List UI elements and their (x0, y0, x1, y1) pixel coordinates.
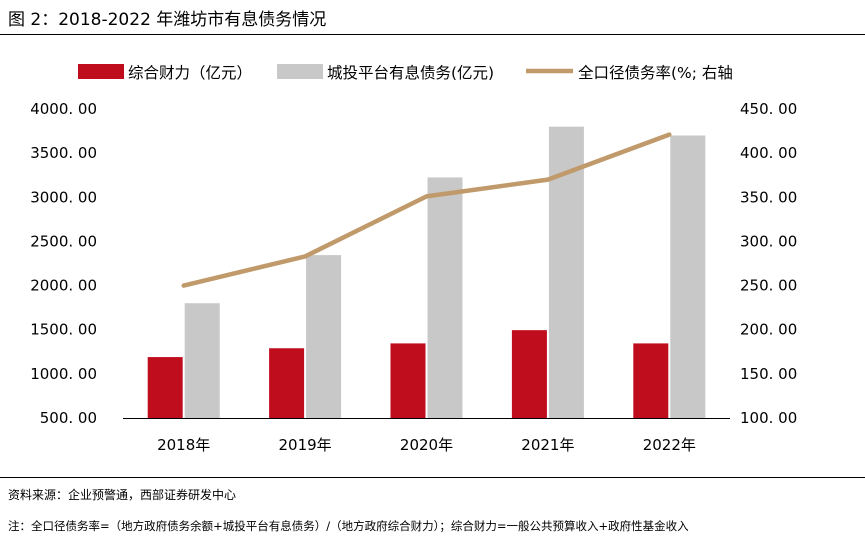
x-axis: 2018年 2019年 2020年 2021年 2022年 (123, 418, 730, 454)
left-tick-label: 2000. 00 (30, 277, 97, 295)
category-label: 2018年 (157, 436, 210, 454)
combo-chart: 综合财力（亿元） 城投平台有息债务(亿元) 全口径债务率(%; 右轴 500. 00… (30, 64, 797, 454)
left-axis: 500. 00 1000. 00 1500. 00 2000. 00 2500. 00 3… (30, 100, 97, 427)
legend-swatch-revenue (78, 64, 124, 79)
left-tick-label: 3000. 00 (30, 188, 97, 206)
right-tick-label: 400. 00 (740, 144, 797, 162)
bar-revenue (390, 343, 426, 418)
bar-revenue (633, 343, 669, 418)
right-axis: 100. 00 150. 00 200. 00 250. 00 300. 00 350. … (740, 100, 797, 427)
bar-debt (670, 135, 706, 418)
footer-divider (0, 477, 865, 478)
right-tick-label: 100. 00 (740, 409, 797, 427)
category-label: 2021年 (521, 436, 574, 454)
right-tick-label: 250. 00 (740, 277, 797, 295)
right-tick-label: 150. 00 (740, 365, 797, 383)
bar-debt (427, 177, 463, 418)
category-label: 2019年 (279, 436, 332, 454)
title-divider (0, 34, 865, 35)
bars (147, 126, 706, 419)
left-tick-label: 4000. 00 (30, 100, 97, 118)
bar-revenue (269, 348, 305, 418)
right-tick-label: 350. 00 (740, 188, 797, 206)
legend-label-debt: 城投平台有息债务(亿元) (327, 64, 494, 82)
legend-label-ratio: 全口径债务率(%; 右轴 (578, 64, 733, 82)
bar-debt (306, 255, 342, 418)
ratio-line (181, 132, 672, 288)
left-tick-label: 3500. 00 (30, 144, 97, 162)
left-tick-label: 2500. 00 (30, 232, 97, 250)
right-tick-label: 300. 00 (740, 232, 797, 250)
source-note: 资料来源：企业预警通，西部证券研发中心 (8, 488, 237, 502)
right-tick-label: 450. 00 (740, 100, 797, 118)
legend-swatch-debt (277, 64, 323, 79)
ratio-line-path (181, 132, 672, 288)
bar-revenue (147, 357, 183, 418)
left-tick-label: 1000. 00 (30, 365, 97, 383)
left-tick-label: 1500. 00 (30, 321, 97, 339)
bar-debt (184, 303, 220, 418)
bar-revenue (511, 330, 547, 418)
right-tick-label: 200. 00 (740, 321, 797, 339)
legend: 综合财力（亿元） 城投平台有息债务(亿元) 全口径债务率(%; 右轴 (78, 64, 733, 82)
category-label: 2020年 (400, 436, 453, 454)
category-label: 2022年 (643, 436, 696, 454)
formula-note: 注：全口径债务率=（地方政府债务余额+城投平台有息债务）/（地方政府综合财力）；… (8, 519, 689, 533)
chart-title: 图 2：2018-2022 年潍坊市有息债务情况 (8, 10, 327, 30)
left-tick-label: 500. 00 (40, 409, 97, 427)
legend-label-revenue: 综合财力（亿元） (128, 64, 252, 82)
